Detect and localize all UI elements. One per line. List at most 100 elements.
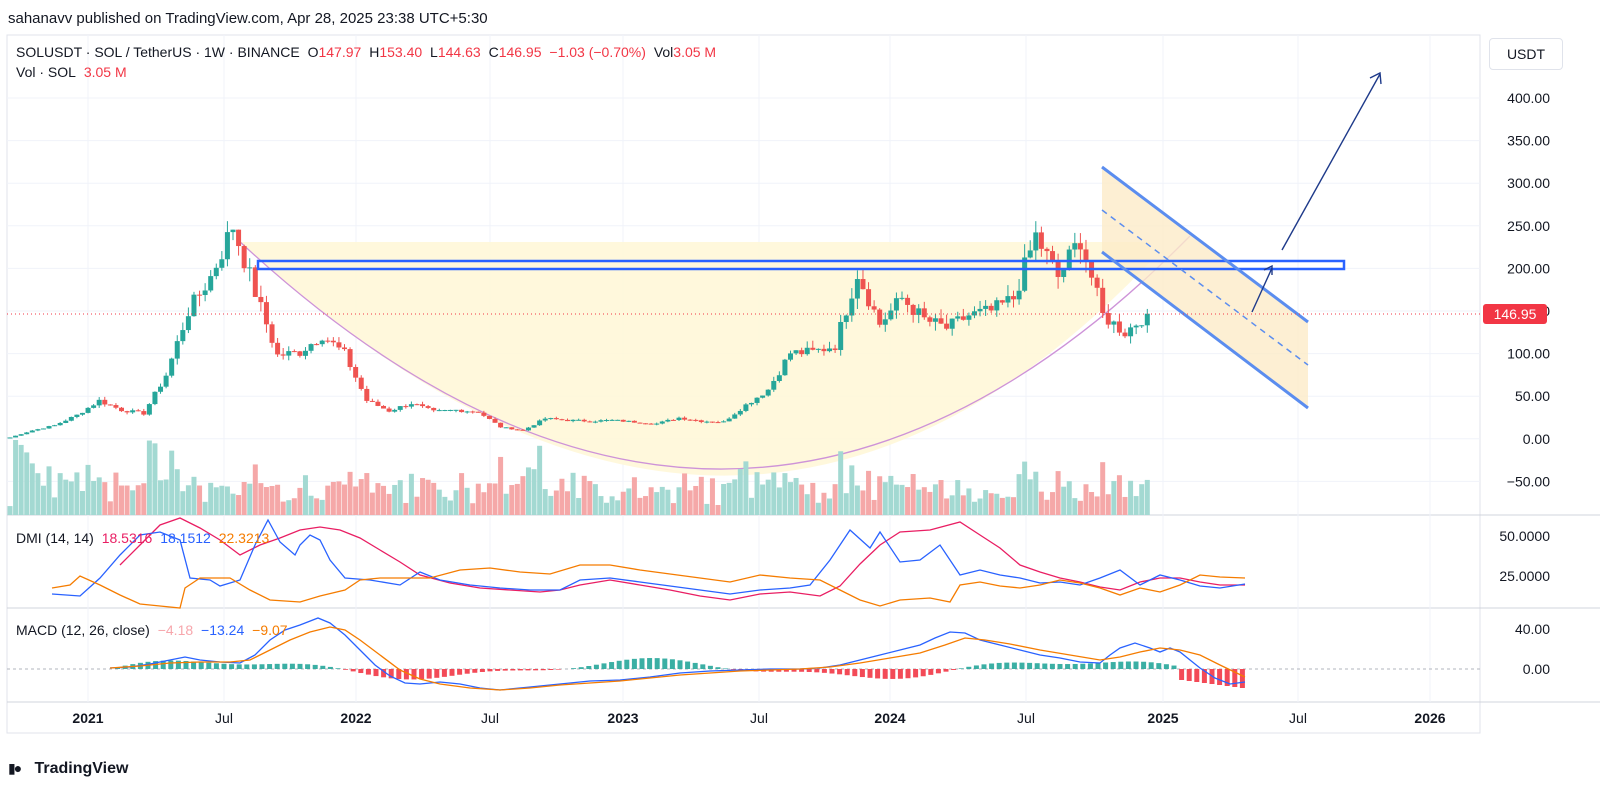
candle-body [130, 410, 136, 413]
macd-hist-bar [358, 669, 364, 674]
macd-hist-bar [1080, 663, 1086, 669]
time-tick-label: 2022 [340, 710, 371, 726]
symbol-legend[interactable]: SOLUSDT · SOL / TetherUS · 1W · BINANCE … [16, 44, 720, 60]
low-value: 144.63 [437, 44, 481, 60]
volume-bar [854, 485, 860, 515]
macd-hist-bar [1224, 669, 1230, 686]
candle-body [459, 409, 465, 413]
candle-body [665, 419, 671, 422]
candle-body [1061, 268, 1067, 277]
volume-bar [342, 484, 347, 515]
candle-body [498, 422, 504, 428]
volume-bar [1005, 496, 1011, 515]
candle-body [994, 300, 1000, 311]
macd-hist-bar [776, 669, 782, 672]
close-value: 146.95 [498, 44, 542, 60]
macd-hist-bar [875, 669, 881, 679]
macd-hist-bar [555, 669, 561, 670]
volume-bar [576, 497, 582, 515]
macd-hist-bar [540, 669, 546, 671]
volume-bar [325, 485, 331, 515]
symbol-title[interactable]: SOLUSDT · SOL / TetherUS · 1W · BINANCE [16, 44, 300, 60]
volume-bar [754, 472, 760, 515]
volume-bar [1055, 471, 1061, 515]
dmi-plus-line [119, 517, 1245, 601]
channel-lower-line [1101, 250, 1309, 410]
volume-bar [392, 484, 398, 515]
volume-bar [748, 497, 754, 515]
macd-hist-bar [1027, 662, 1033, 669]
candle-body [615, 419, 621, 421]
candle-body [866, 289, 872, 307]
price-tick-label: 300.00 [1507, 175, 1550, 191]
price-axis[interactable]: 400.00350.00300.00250.00200.00150.00100.… [1507, 90, 1550, 489]
candle-body [525, 427, 531, 431]
macd-hist-bar [434, 669, 440, 678]
volume-bar [698, 476, 704, 515]
candle-body [364, 388, 370, 401]
candle-body [760, 395, 766, 398]
volume-bar [615, 500, 621, 515]
time-tick-label: Jul [215, 710, 233, 726]
volume-bar [68, 481, 74, 515]
candle-body [626, 420, 632, 422]
currency-button[interactable]: USDT [1489, 38, 1563, 70]
volume-bar [1033, 471, 1039, 515]
high-label: H [369, 44, 380, 60]
macd-title: MACD (12, 26, close) [16, 622, 150, 638]
volume-bar [35, 473, 41, 515]
volume-bar [966, 488, 972, 515]
volume-bar [721, 484, 727, 515]
price-tick-label: 250.00 [1507, 218, 1550, 234]
candle-body [1094, 277, 1100, 288]
macd-hist-bar [343, 669, 349, 670]
candle-body [325, 340, 331, 342]
macd-hist-bar [723, 668, 729, 669]
volume-legend[interactable]: Vol · SOL 3.05 M [16, 64, 131, 80]
volume-bar [1061, 486, 1067, 515]
macd-line [109, 617, 1246, 691]
macd-hist-bar [1179, 669, 1185, 680]
macd-hist-bar [396, 669, 402, 680]
macd-hist-bar [289, 663, 295, 669]
time-axis[interactable]: 2021 Jul 2022 Jul 2023 Jul 2024 Jul 2025 Jul 2026 [72, 710, 1445, 726]
dmi-legend[interactable]: DMI (14, 14) 18.5316 18.1512 22.3213 [16, 530, 273, 546]
macd-hist-bar [1103, 662, 1109, 669]
candle-body [492, 418, 498, 423]
candle-body [464, 411, 470, 413]
macd-hist-bar [221, 663, 227, 669]
macd-tick-label: 40.00 [1515, 621, 1550, 637]
volume-bar [548, 495, 554, 515]
volume-bar [1072, 498, 1078, 515]
volume-bar [291, 498, 297, 515]
macd-legend[interactable]: MACD (12, 26, close) −4.18 −13.24 −9.07 [16, 622, 292, 638]
channel-shading [1102, 167, 1308, 408]
volume-bar [436, 489, 442, 515]
candle-body [1100, 287, 1106, 314]
candle-body [68, 416, 74, 421]
candle-body [849, 298, 855, 316]
macd-hist-bar [419, 669, 425, 680]
macd-hist-bar [1004, 662, 1010, 669]
tradingview-brand[interactable]: ▮● TradingView [8, 760, 128, 778]
candle-body [1038, 232, 1044, 249]
volume-bar [871, 499, 877, 515]
volume-bar [330, 481, 336, 515]
macd-value-3: −9.07 [252, 622, 288, 638]
candle-body [18, 434, 24, 436]
volume-bar [258, 483, 264, 515]
candle-body [302, 350, 308, 356]
volume-bar [715, 505, 721, 515]
dmi-tick-label: 25.0000 [1499, 568, 1550, 584]
candle-body [74, 414, 80, 417]
volume-bar [631, 477, 637, 515]
candle-body [944, 323, 950, 329]
candle-body [1066, 249, 1072, 269]
macd-hist-bar [305, 664, 311, 669]
candle-body [905, 297, 911, 305]
candle-body [24, 432, 30, 435]
price-tick-label: 50.00 [1515, 388, 1550, 404]
volume-bar [1027, 479, 1033, 515]
volume-bar [648, 487, 654, 515]
